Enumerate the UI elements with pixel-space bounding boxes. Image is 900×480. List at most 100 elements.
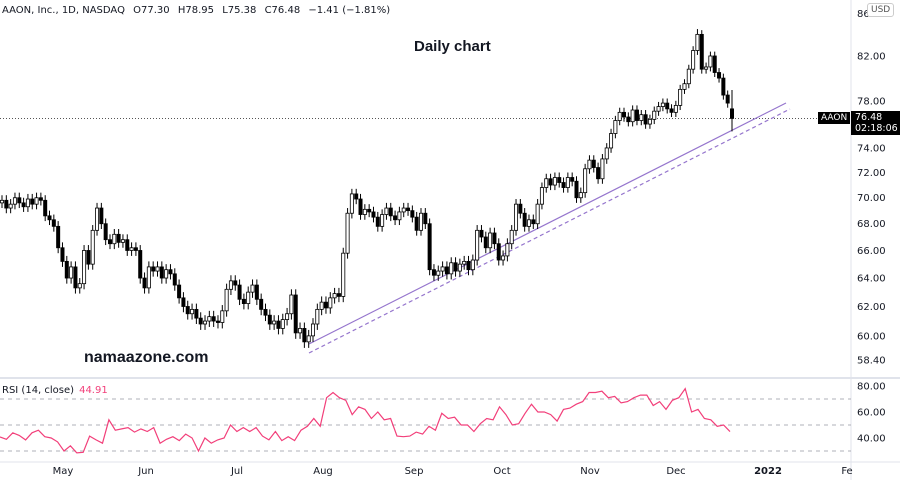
candle-body-up [656,106,661,112]
candle-body-down [172,273,177,286]
candle-body-up [285,313,290,320]
candle-body-up [220,310,225,323]
candle [116,229,121,248]
candle-body-up [695,33,700,51]
candle-body-up [129,247,134,251]
candle-body-down [622,111,627,118]
candle-body-up [90,229,95,265]
candle [574,176,579,203]
candle [285,307,290,326]
candle-body-up [164,269,169,279]
rsi-value: 44.91 [79,385,108,396]
candle [185,300,190,320]
candle [427,218,432,276]
candle-body-up [228,280,233,290]
candle-body-down [263,308,268,316]
candle [406,202,411,216]
candle [535,199,540,230]
candle [146,261,151,294]
candle-body-down [60,247,65,262]
price-tick-label: 86 [857,9,870,20]
candle-body-up [686,68,691,85]
candle [617,107,622,126]
candle [457,258,462,277]
candle [254,279,259,306]
rsi-legend: RSI (14, close) 44.91 [2,385,108,396]
candle [73,261,78,294]
candle [522,208,527,232]
trendline-solid[interactable] [308,102,787,345]
candle-body-down [717,72,722,79]
candle-body-up [25,198,30,208]
candle [280,313,285,335]
candle [539,182,544,210]
candle [444,261,449,280]
currency-badge[interactable]: USD [867,3,895,17]
candle [345,208,350,259]
candle-body-up [565,177,570,188]
candle-body-up [470,259,475,271]
candle [609,128,614,153]
candle-body-down [665,102,670,110]
price-tick-label: 68.00 [857,219,886,230]
price-tick-label: 58.40 [857,356,886,367]
candle-body-up [418,212,423,231]
candle [557,172,562,188]
candle [194,303,199,324]
candle-body-up [246,291,251,305]
candle [215,315,220,329]
candle-body-down [431,269,436,276]
candle-body-down [721,77,726,96]
candle [367,204,372,218]
candle [496,238,501,266]
candle-body-down [185,306,190,315]
candle [69,261,74,284]
candle [90,225,95,270]
candle [466,255,471,276]
candle [414,211,419,236]
candle-body-up [600,158,605,180]
candle [43,195,48,222]
time-tick-label: Oct [493,466,510,477]
candle-body-up [362,208,367,215]
candle [328,292,333,314]
time-axis[interactable]: May Jun Jul Aug Sep Oct Nov Dec 2022 Fe [53,466,853,477]
candle-body-down [142,277,147,289]
candle-body-up [488,232,493,249]
candle-body-up [349,193,354,214]
candle-body-up [505,243,510,257]
watermark-text: namaazone.com [84,349,209,366]
candle [699,30,704,74]
candle [38,192,43,206]
candle-body-down [107,239,112,245]
candle-body-down [30,198,35,205]
close-value: C76.48 [264,5,301,16]
candle [332,287,337,304]
candle [30,193,35,210]
candle [686,64,691,89]
candle-body-up [652,110,657,120]
candle-body-down [4,199,9,209]
candle [8,199,13,214]
trendline-dashed[interactable] [308,108,791,354]
candle-body-up [436,270,441,276]
candle [17,192,22,209]
price-axis[interactable]: 86 82.00 78.00 74.00 72.00 70.00 68.00 66.00 64.… [857,9,886,367]
candle [730,89,735,132]
candle-body-down [591,159,596,168]
candle [544,173,549,193]
candle [492,227,497,250]
candle-body-down [712,55,717,73]
candle [12,192,17,210]
price-tick-label: 82.00 [857,51,886,62]
candle [652,106,657,125]
candle-body-down [259,298,264,310]
candle [172,268,177,291]
high-value: H78.95 [177,5,214,16]
price-tick-label: 62.00 [857,302,886,313]
candle-body-up [475,229,480,261]
candle [250,279,255,298]
price-tick-label: 74.00 [857,143,886,154]
candle-body-up [604,147,609,160]
